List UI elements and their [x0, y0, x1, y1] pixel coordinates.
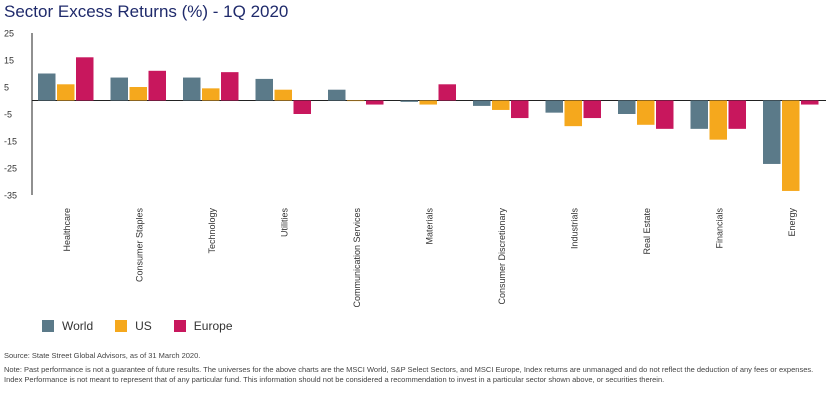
legend-item-world: World: [42, 319, 93, 333]
bar-world: [546, 101, 564, 113]
bar-europe: [801, 101, 819, 105]
y-tick-label: -5: [4, 110, 12, 120]
legend-swatch-europe: [174, 320, 186, 332]
y-tick-label: 5: [4, 83, 9, 93]
x-axis-labels: Healthcare Consumer Staples Technology Util…: [62, 208, 797, 308]
bar-us: [782, 101, 800, 191]
bar-us: [420, 101, 438, 105]
y-tick-label: 25: [4, 29, 14, 39]
bar-world: [256, 79, 274, 101]
legend-swatch-us: [115, 320, 127, 332]
bar-chart: 25 15 5 -5 -15 -25 -35 Healthcare Consumer Stap…: [0, 0, 830, 340]
x-category-label: Real Estate: [642, 208, 652, 255]
bar-us: [57, 84, 75, 100]
bar-europe: [439, 84, 457, 100]
bar-world: [401, 101, 419, 102]
bar-europe: [366, 101, 384, 105]
legend-label-world: World: [62, 319, 93, 333]
bar-world: [691, 101, 709, 129]
bars: [38, 57, 819, 191]
y-tick-label: -25: [4, 164, 17, 174]
bar-world: [111, 78, 129, 101]
bar-europe: [221, 72, 239, 100]
bar-world: [38, 74, 56, 101]
x-category-label: Healthcare: [62, 208, 72, 252]
y-tick-label: 15: [4, 56, 14, 66]
legend-label-europe: Europe: [194, 319, 233, 333]
bar-us: [347, 101, 365, 102]
bar-world: [183, 78, 201, 101]
bar-us: [202, 88, 220, 100]
x-category-label: Energy: [787, 208, 797, 237]
bar-us: [710, 101, 728, 140]
source-text: Source: State Street Global Advisors, as…: [4, 351, 200, 360]
bar-us: [492, 101, 510, 110]
x-category-label: Financials: [714, 208, 724, 249]
bar-europe: [511, 101, 529, 119]
bar-europe: [656, 101, 674, 129]
x-category-label: Materials: [424, 208, 434, 245]
note-text: Note: Past performance is not a guarante…: [4, 365, 826, 384]
y-tick-label: -35: [4, 191, 17, 201]
x-category-label: Utilities: [279, 208, 289, 238]
bar-us: [637, 101, 655, 125]
bar-world: [328, 90, 346, 101]
legend-swatch-world: [42, 320, 54, 332]
bar-europe: [584, 101, 602, 119]
bar-europe: [294, 101, 312, 115]
legend: World US Europe: [42, 319, 233, 333]
legend-item-europe: Europe: [174, 319, 233, 333]
legend-label-us: US: [135, 319, 152, 333]
bar-us: [130, 87, 148, 101]
bar-europe: [149, 71, 167, 101]
x-category-label: Consumer Staples: [134, 208, 144, 283]
y-tick-label: -15: [4, 137, 17, 147]
bar-world: [473, 101, 491, 106]
bar-us: [275, 90, 293, 101]
x-category-label: Industrials: [569, 208, 579, 250]
bar-world: [763, 101, 781, 164]
bar-us: [565, 101, 583, 127]
x-category-label: Communication Services: [352, 208, 362, 308]
legend-item-us: US: [115, 319, 152, 333]
bar-europe: [729, 101, 747, 129]
x-category-label: Technology: [207, 208, 217, 254]
bar-world: [618, 101, 636, 115]
x-category-label: Consumer Discretionary: [497, 208, 507, 305]
bar-europe: [76, 57, 94, 100]
